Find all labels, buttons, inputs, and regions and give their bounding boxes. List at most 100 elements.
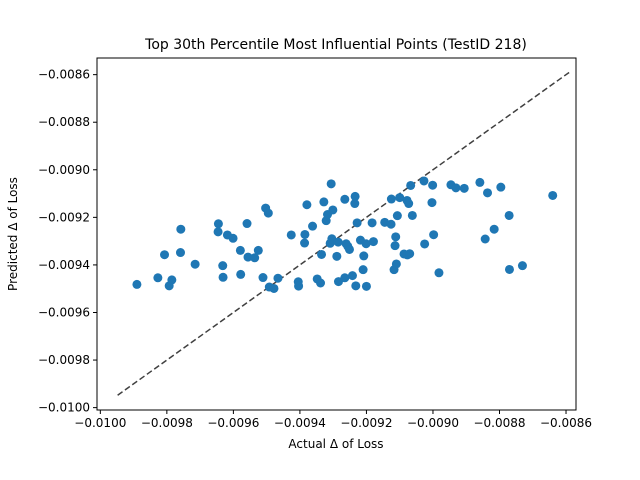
scatter-point <box>420 239 430 249</box>
data-points <box>132 176 558 293</box>
scatter-point <box>480 234 490 244</box>
scatter-point <box>404 199 414 209</box>
scatter-point <box>350 191 360 201</box>
scatter-point <box>190 259 200 269</box>
y-tick-label: −0.0094 <box>38 258 90 272</box>
scatter-point <box>218 261 228 271</box>
y-tick-label: −0.0092 <box>38 210 90 224</box>
scatter-point <box>213 219 223 229</box>
scatter-point <box>359 251 369 261</box>
x-tick-label: −0.0092 <box>340 416 392 430</box>
scatter-point <box>328 205 338 215</box>
x-tick-label: −0.0096 <box>207 416 259 430</box>
scatter-point <box>459 183 469 193</box>
chart-title: Top 30th Percentile Most Influential Poi… <box>144 37 527 53</box>
scatter-point <box>390 241 400 251</box>
plot-frame <box>96 57 577 411</box>
scatter-point <box>496 182 506 192</box>
scatter-point <box>228 233 238 243</box>
x-tick-label: −0.0088 <box>473 416 525 430</box>
scatter-point <box>361 281 371 291</box>
x-tick-label: −0.0094 <box>274 416 326 430</box>
scatter-point <box>504 264 514 274</box>
scatter-point <box>429 230 439 240</box>
scatter-point <box>340 273 350 283</box>
scatter-point <box>300 238 310 248</box>
scatter-point <box>236 269 246 279</box>
scatter-point <box>352 218 362 228</box>
scatter-point <box>395 193 405 203</box>
scatter-point <box>386 219 396 229</box>
x-tick-label: −0.0098 <box>141 416 193 430</box>
scatter-point <box>317 249 327 259</box>
scatter-point <box>286 230 296 240</box>
scatter-point <box>548 190 558 200</box>
scatter-point <box>428 180 438 190</box>
scatter-point <box>160 250 170 260</box>
scatter-point <box>517 261 527 271</box>
scatter-point <box>132 279 142 289</box>
scatter-point <box>253 245 263 255</box>
scatter-point <box>405 249 415 259</box>
x-axis-label: Actual Δ of Loss <box>288 437 383 451</box>
scatter-point <box>308 221 318 231</box>
scatter-point <box>489 224 499 234</box>
y-tick-label: −0.0098 <box>38 353 90 367</box>
x-axis-ticks: −0.0100 −0.0098 −0.0096 −0.0094 −0.0092 −0.00… <box>74 410 592 430</box>
scatter-point <box>391 232 401 242</box>
scatter-point <box>153 273 163 283</box>
scatter-point <box>475 177 485 187</box>
x-tick-label: −0.0086 <box>540 416 592 430</box>
scatter-point <box>391 259 401 269</box>
scatter-point <box>504 210 514 220</box>
y-axis-label: Predicted Δ of Loss <box>6 177 20 291</box>
scatter-point <box>367 218 377 228</box>
scatter-point <box>333 237 343 247</box>
scatter-point <box>451 183 461 193</box>
y-tick-label: −0.0100 <box>38 401 90 415</box>
scatter-point <box>235 245 245 255</box>
scatter-point <box>407 210 417 220</box>
scatter-point <box>392 211 402 221</box>
scatter-point <box>419 176 429 186</box>
y-axis-ticks: −0.0100 −0.0098 −0.0096 −0.0094 −0.0092 −0.00… <box>38 68 97 415</box>
scatter-point <box>273 273 283 283</box>
scatter-point <box>483 188 493 198</box>
scatter-point <box>300 229 310 239</box>
plot-area <box>97 58 576 410</box>
scatter-point <box>218 272 228 282</box>
scatter-point <box>340 194 350 204</box>
scatter-point <box>258 273 268 283</box>
reference-line <box>117 71 571 396</box>
y-tick-label: −0.0090 <box>38 163 90 177</box>
scatter-point <box>176 224 186 234</box>
y-tick-label: −0.0086 <box>38 68 90 82</box>
y-tick-label: −0.0088 <box>38 115 90 129</box>
scatter-point <box>319 197 329 207</box>
scatter-point <box>326 179 336 189</box>
scatter-point <box>167 275 177 285</box>
y-tick-label: −0.0096 <box>38 305 90 319</box>
scatter-point <box>351 281 361 291</box>
scatter-point <box>175 248 185 258</box>
scatter-point <box>250 253 260 263</box>
scatter-point <box>361 239 371 249</box>
scatter-point <box>434 268 444 278</box>
scatter-point <box>243 252 253 262</box>
scatter-point <box>269 283 279 293</box>
x-tick-label: −0.0090 <box>407 416 459 430</box>
scatter-point <box>347 271 357 281</box>
scatter-point <box>213 227 223 237</box>
scatter-point <box>242 219 252 229</box>
scatter-point <box>316 278 326 288</box>
scatter-point <box>263 208 273 218</box>
scatter-point <box>302 200 312 210</box>
x-tick-label: −0.0100 <box>74 416 126 430</box>
scatter-point <box>294 281 304 291</box>
scatter-point <box>344 244 354 254</box>
scatter-point <box>427 198 437 208</box>
scatter-point <box>368 237 378 247</box>
scatter-point <box>358 265 368 275</box>
scatter-point <box>332 251 342 261</box>
